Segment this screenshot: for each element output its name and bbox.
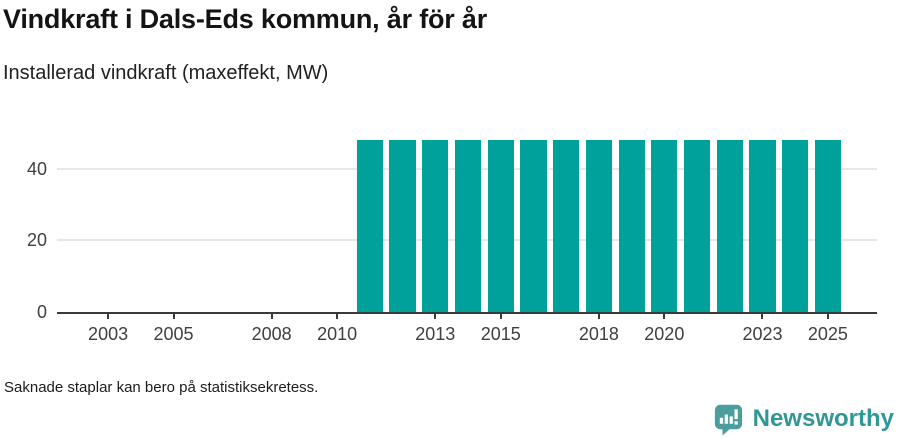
footnote: Saknade staplar kan bero på statistiksek…: [4, 379, 319, 396]
x-tick-2010: [336, 312, 339, 319]
bar-2024: [782, 140, 809, 312]
x-tick-label-2005: 2005: [153, 324, 194, 344]
bar-2012: [389, 140, 416, 312]
chart-title: Vindkraft i Dals-Eds kommun, år för år: [3, 4, 488, 34]
plot-area: 0 20 40 2003 2005 2008 2010 2013 2015 2018 2020 202…: [27, 133, 877, 344]
newsworthy-logo[interactable]: Newsworthy: [712, 402, 894, 436]
newsworthy-pin-icon: [712, 402, 745, 436]
bar-2015: [487, 140, 514, 312]
x-tick-2020: [663, 312, 666, 319]
x-tick-2008: [270, 312, 273, 319]
bar-2019: [618, 140, 645, 312]
x-tick-label-2008: 2008: [251, 324, 292, 344]
y-tick-label-20: 20: [26, 230, 47, 251]
x-axis-line: [57, 311, 877, 314]
brand-name: Newsworthy: [752, 405, 894, 432]
bar-2020: [651, 140, 678, 312]
x-tick-label-2020: 2020: [644, 324, 685, 344]
bar-2022: [716, 140, 743, 312]
x-tick-label-2018: 2018: [578, 324, 619, 344]
bar-2011: [356, 140, 383, 312]
x-tick-label-2010: 2010: [317, 324, 358, 344]
bar-2018: [585, 140, 612, 312]
x-tick-label-2003: 2003: [88, 324, 129, 344]
x-tick-label-2015: 2015: [480, 324, 521, 344]
x-tick-2005: [172, 312, 175, 319]
x-tick-2003: [107, 312, 110, 319]
x-tick-2015: [499, 312, 502, 319]
chart-subtitle: Installerad vindkraft (maxeffekt, MW): [3, 62, 329, 84]
x-tick-label-2013: 2013: [415, 324, 456, 344]
bar-2025: [814, 140, 841, 312]
y-tick-label-0: 0: [36, 302, 47, 322]
bar-2014: [454, 140, 482, 312]
bar-2013: [422, 140, 449, 312]
bar-2021: [683, 140, 711, 312]
bar-2016: [520, 140, 547, 312]
bar-2017: [553, 140, 580, 312]
bar-2023: [749, 140, 776, 312]
x-tick-2013: [434, 312, 437, 319]
y-tick-label-40: 40: [26, 158, 47, 179]
x-tick-2023: [761, 312, 764, 319]
x-tick-label-2023: 2023: [742, 324, 783, 344]
x-tick-2025: [826, 312, 829, 319]
x-tick-2018: [597, 312, 600, 319]
x-tick-label-2025: 2025: [807, 324, 848, 344]
